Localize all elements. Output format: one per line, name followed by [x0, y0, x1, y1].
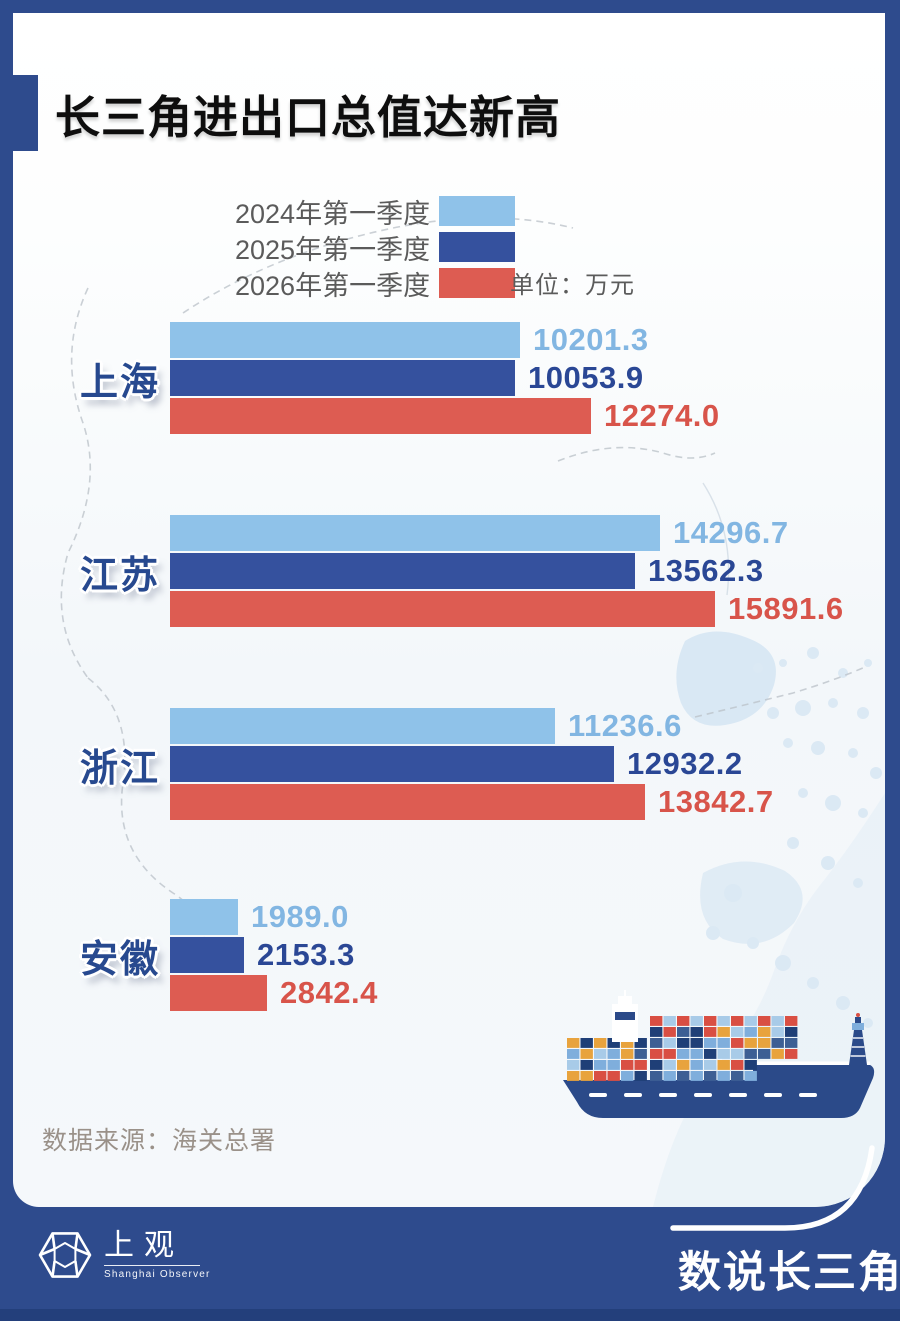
legend-label: 2024年第一季度 — [235, 198, 431, 229]
ship-bridge — [612, 990, 638, 1042]
bar — [170, 515, 660, 551]
corner-arc-decoration — [670, 1145, 875, 1231]
legend: 2024年第一季度 2025年第一季度 2026年第一季度 — [235, 193, 516, 301]
hull-dashes — [589, 1093, 817, 1097]
bar — [170, 746, 614, 782]
bar-row: 2842.4 — [170, 975, 378, 1011]
ship-bow-deck-line — [753, 1061, 870, 1065]
legend-label: 2025年第一季度 — [235, 234, 431, 265]
bar-value-label: 13842.7 — [658, 784, 774, 819]
bar-row: 13562.3 — [170, 553, 844, 589]
category-label: 江苏 — [79, 554, 160, 597]
legend-swatch — [439, 268, 516, 298]
chart-group-zhejiang: 浙江 11236.6 12932.2 13842.7 — [13, 708, 885, 820]
legend-item: 2025年第一季度 — [235, 229, 516, 265]
chart-group-jiangsu: 江苏 14296.7 13562.3 15891.6 — [13, 515, 885, 627]
shanghai-observer-logo: 上观 Shanghai Observer — [38, 1228, 211, 1282]
unit-label: 单位：万元 — [510, 272, 635, 299]
bar-row: 11236.6 — [170, 708, 774, 744]
container-stacks — [567, 1016, 798, 1081]
category-label: 安徽 — [79, 938, 160, 981]
lake-taihu-shape — [676, 631, 776, 726]
ship-hull — [563, 1064, 875, 1118]
bottom-strip — [0, 1309, 900, 1321]
bar — [170, 784, 645, 820]
footer-series-title: 数说长三角 — [678, 1250, 900, 1297]
logo-en-text: Shanghai Observer — [104, 1269, 211, 1280]
bar-value-label: 2842.4 — [280, 975, 378, 1010]
coastline — [702, 482, 730, 596]
data-source: 数据来源：海关总署 — [42, 1127, 277, 1155]
chart-group-shanghai: 上海 10201.3 10053.9 12274.0 — [13, 322, 885, 434]
bar-row: 12932.2 — [170, 746, 774, 782]
bar-value-label: 1989.0 — [251, 899, 349, 934]
bar-stack: 14296.7 13562.3 15891.6 — [170, 515, 844, 629]
bar-chart: 上海 10201.3 10053.9 12274.0 江苏 14296.7 13… — [13, 13, 885, 1113]
bar-value-label: 11236.6 — [568, 708, 682, 743]
bar — [170, 708, 555, 744]
bar-value-label: 10201.3 — [533, 322, 649, 357]
bar-row: 10053.9 — [170, 360, 720, 396]
logo-text: 上观 Shanghai Observer — [104, 1230, 211, 1280]
bar — [170, 899, 238, 935]
bar-value-label: 10053.9 — [528, 360, 644, 395]
bar-value-label: 12932.2 — [627, 746, 743, 781]
legend-swatch — [439, 232, 516, 262]
legend-item: 2024年第一季度 — [235, 193, 516, 229]
bar — [170, 591, 715, 627]
bar-row: 12274.0 — [170, 398, 720, 434]
bar-row: 15891.6 — [170, 591, 844, 627]
legend-swatch — [439, 196, 516, 226]
shanghai-observer-logo-icon — [38, 1232, 92, 1278]
title-accent-tab — [0, 75, 38, 151]
bar-value-label: 14296.7 — [673, 515, 789, 550]
bar-row: 14296.7 — [170, 515, 844, 551]
page-title: 长三角进出口总值达新高 — [55, 92, 562, 143]
bar — [170, 398, 591, 434]
lighthouse — [849, 1013, 867, 1065]
legend-item: 2026年第一季度 — [235, 265, 516, 301]
bar-stack: 1989.0 2153.3 2842.4 — [170, 899, 378, 1013]
bar-row: 10201.3 — [170, 322, 720, 358]
logo-divider — [104, 1265, 200, 1266]
bar-row: 1989.0 — [170, 899, 378, 935]
bar-value-label: 12274.0 — [604, 398, 720, 433]
chart-group-anhui: 安徽 1989.0 2153.3 2842.4 — [13, 899, 885, 1011]
bar-stack: 11236.6 12932.2 13842.7 — [170, 708, 774, 822]
bar — [170, 975, 267, 1011]
bar — [170, 322, 520, 358]
category-label: 浙江 — [79, 747, 160, 790]
content-card: 长三角进出口总值达新高 2024年第一季度 2025年第一季度 2026年第一季… — [13, 13, 885, 1207]
bar-row: 2153.3 — [170, 937, 378, 973]
ship-illustration — [563, 990, 875, 1118]
island-dots — [706, 647, 882, 1028]
logo-cn-text: 上观 — [104, 1229, 184, 1262]
bar-value-label: 13562.3 — [648, 553, 764, 588]
bar-row: 13842.7 — [170, 784, 774, 820]
bar — [170, 553, 635, 589]
legend-label: 2026年第一季度 — [235, 270, 431, 301]
bar-stack: 10201.3 10053.9 12274.0 — [170, 322, 720, 436]
bar-value-label: 15891.6 — [728, 591, 844, 626]
bay-shape — [700, 861, 803, 944]
bar-value-label: 2153.3 — [257, 937, 355, 972]
bar — [170, 360, 515, 396]
bar — [170, 937, 244, 973]
category-label: 上海 — [79, 361, 160, 404]
